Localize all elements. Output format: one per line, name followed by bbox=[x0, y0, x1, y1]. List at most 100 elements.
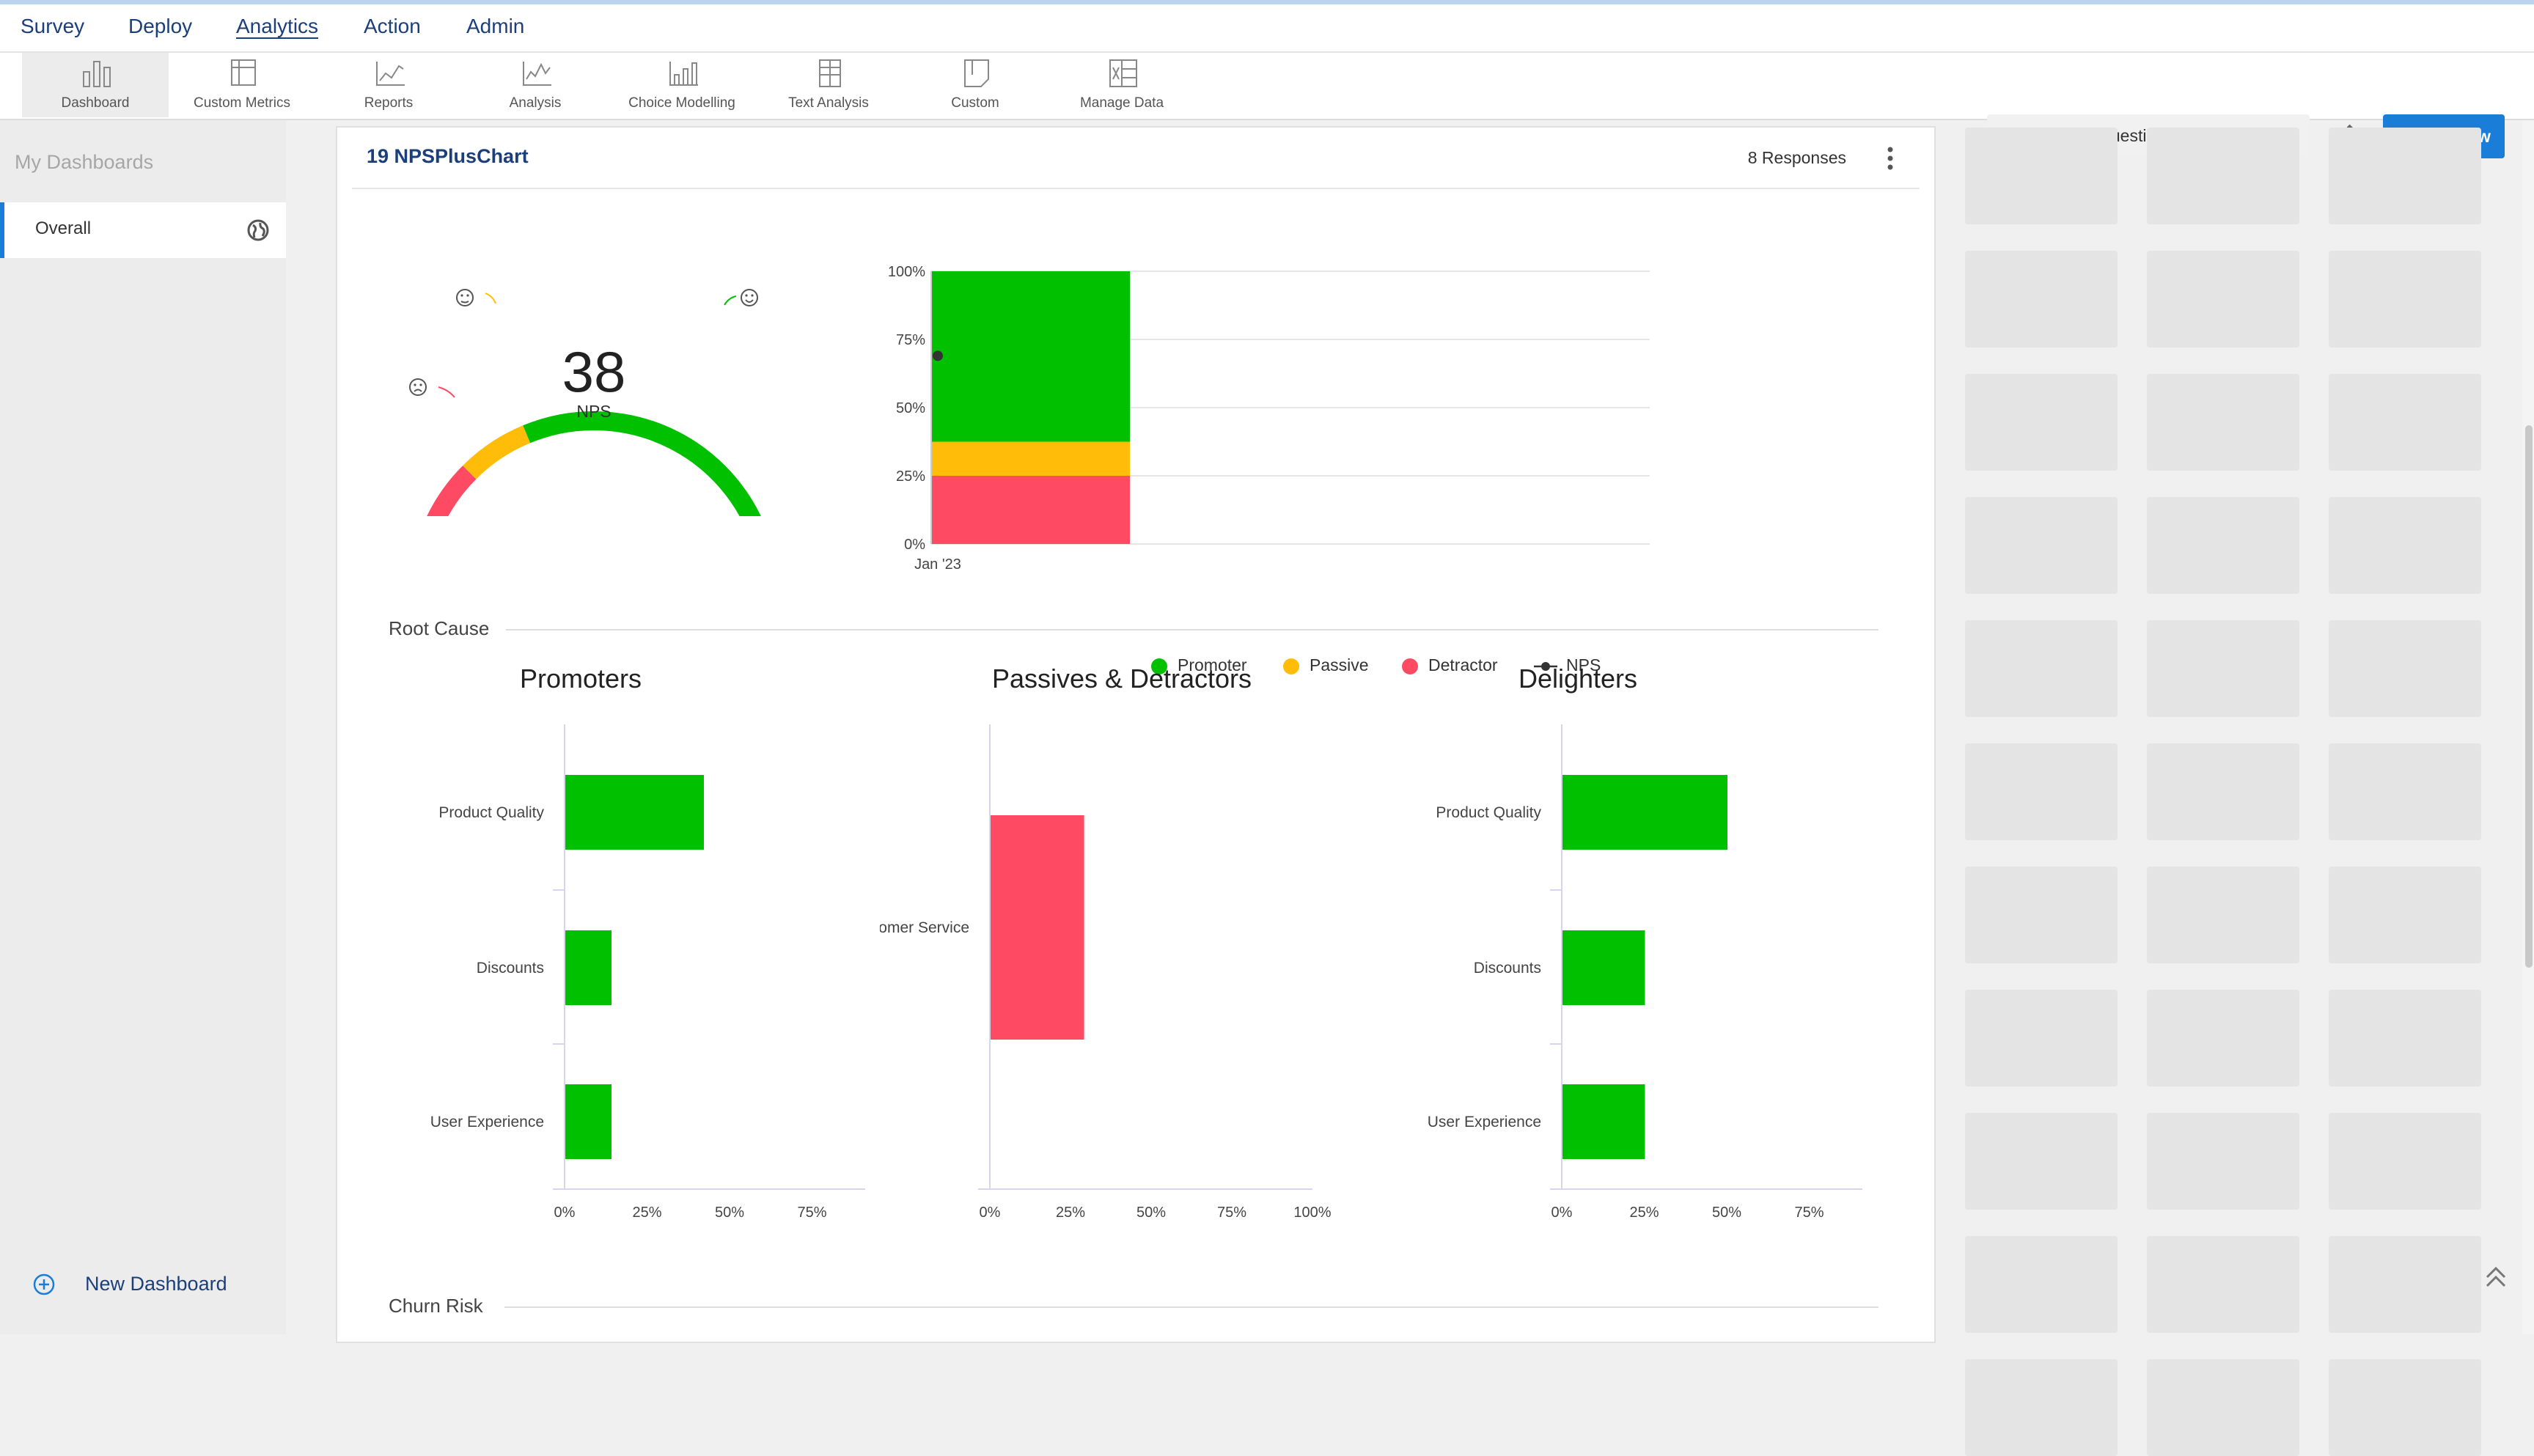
widget-placeholder-grid bbox=[1950, 120, 2534, 1456]
bar-product-quality[interactable] bbox=[565, 775, 704, 850]
delighters-chart: Delighters Product Quality Discounts User E… bbox=[1428, 667, 1862, 1221]
widget-placeholder-tile bbox=[2329, 990, 2481, 1087]
category-label: User Experience bbox=[430, 1114, 544, 1130]
widget-placeholder-tile bbox=[1965, 990, 2118, 1087]
category-label: Customer Service bbox=[880, 919, 969, 936]
widget-placeholder-tile bbox=[1965, 128, 2118, 224]
new-dashboard-label: New Dashboard bbox=[85, 1273, 227, 1295]
x-tick-label: 50% bbox=[1136, 1205, 1166, 1221]
widget-placeholder-tile bbox=[1965, 251, 2118, 348]
x-tick-label: 75% bbox=[1217, 1205, 1246, 1221]
widget-placeholder-tile bbox=[2147, 1113, 2299, 1210]
bar-promoter[interactable] bbox=[932, 271, 1130, 442]
x-tick-label: 0% bbox=[980, 1205, 1001, 1221]
tool-text-analysis[interactable]: Text Analysis bbox=[755, 53, 902, 117]
widget-placeholder-tile bbox=[2147, 743, 2299, 840]
bar-product-quality[interactable] bbox=[1562, 775, 1727, 850]
grid-icon bbox=[819, 59, 841, 87]
widget-placeholder-tile bbox=[2329, 1236, 2481, 1333]
root-cause-divider bbox=[506, 629, 1879, 630]
scrollbar-thumb[interactable] bbox=[2525, 425, 2533, 968]
bar-user-experience[interactable] bbox=[565, 1084, 612, 1159]
bar-discounts[interactable] bbox=[565, 930, 612, 1005]
x-tick-label: 50% bbox=[1712, 1205, 1741, 1221]
root-cause-heading: Root Cause bbox=[389, 617, 490, 639]
widget-placeholder-tile bbox=[2147, 251, 2299, 348]
legend-label: Promoter bbox=[1178, 655, 1247, 674]
x-tick-label: Jan '23 bbox=[914, 556, 961, 573]
tool-label: Choice Modelling bbox=[628, 95, 735, 111]
tool-reports[interactable]: Reports bbox=[315, 53, 462, 117]
nav-admin[interactable]: Admin bbox=[466, 15, 525, 37]
bar-user-experience[interactable] bbox=[1562, 1084, 1645, 1159]
top-navigation: Survey Deploy Analytics Action Admin bbox=[0, 4, 2534, 53]
x-tick-label: 0% bbox=[1551, 1205, 1573, 1221]
nav-survey[interactable]: Survey bbox=[21, 15, 85, 37]
tool-custom-metrics[interactable]: Custom Metrics bbox=[169, 53, 315, 117]
more-options-icon[interactable] bbox=[1883, 145, 1898, 172]
bar-discounts[interactable] bbox=[1562, 930, 1645, 1005]
chart-title: Promoters bbox=[520, 667, 642, 694]
sad-face-icon bbox=[409, 378, 455, 398]
y-tick-label: 0% bbox=[904, 537, 925, 553]
widget-placeholder-tile bbox=[2329, 497, 2481, 594]
tool-label: Manage Data bbox=[1079, 95, 1164, 111]
tool-analysis[interactable]: Analysis bbox=[462, 53, 609, 117]
x-tick-label: 75% bbox=[797, 1205, 826, 1221]
nps-point[interactable] bbox=[933, 350, 943, 361]
category-label: Discounts bbox=[1474, 960, 1541, 977]
tool-choice-modelling[interactable]: Choice Modelling bbox=[609, 53, 755, 117]
nps-score-label: NPS bbox=[576, 402, 611, 421]
widget-placeholder-tile bbox=[1965, 374, 2118, 471]
churn-risk-divider bbox=[504, 1306, 1879, 1308]
globe-icon[interactable] bbox=[246, 218, 270, 242]
line-chart-icon bbox=[376, 62, 405, 86]
widget-placeholder-tile bbox=[2329, 251, 2481, 348]
nav-deploy[interactable]: Deploy bbox=[128, 15, 193, 37]
nps-line-icon bbox=[1534, 662, 1557, 671]
tool-label: Dashboard bbox=[61, 95, 130, 111]
tool-dashboard[interactable]: Dashboard bbox=[22, 53, 169, 117]
scroll-to-top-icon[interactable] bbox=[2481, 1262, 2511, 1292]
tool-manage-data[interactable]: Manage Data bbox=[1049, 53, 1195, 117]
sidebar: My Dashboards Overall New Dashboard bbox=[0, 120, 286, 1334]
detractor-dot-icon bbox=[1402, 658, 1418, 674]
bar-detractor[interactable] bbox=[932, 476, 1130, 544]
nps-score: 38 bbox=[562, 339, 626, 404]
bar-chart-icon bbox=[83, 61, 111, 87]
widget-placeholder-tile bbox=[2147, 620, 2299, 717]
sidebar-item-overall[interactable]: Overall bbox=[0, 202, 286, 258]
widget-placeholder-tile bbox=[2147, 1359, 2299, 1456]
x-tick-label: 75% bbox=[1794, 1205, 1824, 1221]
widget-title: 19 NPSPlusChart bbox=[367, 145, 529, 167]
passives-detractors-chart: Passives & Detractors Customer Service 0% 2… bbox=[880, 667, 1332, 1221]
bar-passive[interactable] bbox=[932, 441, 1130, 477]
tool-custom[interactable]: Custom bbox=[902, 53, 1049, 117]
sidebar-heading: My Dashboards bbox=[15, 151, 154, 173]
category-label: User Experience bbox=[1428, 1114, 1541, 1130]
widget-placeholder-tile bbox=[2147, 374, 2299, 471]
choice-chart-icon bbox=[669, 62, 698, 86]
category-label: Discounts bbox=[477, 960, 544, 977]
widget-placeholder-tile bbox=[2147, 1236, 2299, 1333]
widget-placeholder-tile bbox=[1965, 1359, 2118, 1456]
widget-placeholder-tile bbox=[1965, 497, 2118, 594]
category-label: Product Quality bbox=[438, 804, 544, 821]
legend-label: Passive bbox=[1310, 655, 1369, 674]
widget-placeholder-tile bbox=[2329, 867, 2481, 963]
nav-action[interactable]: Action bbox=[364, 15, 421, 37]
promoters-chart: Promoters Product Quality Discounts User Ex… bbox=[430, 667, 865, 1221]
nav-analytics[interactable]: Analytics bbox=[236, 15, 319, 37]
widget-placeholder-tile bbox=[2147, 128, 2299, 224]
nps-gauge: 38 NPS bbox=[409, 289, 761, 516]
promoter-dot-icon bbox=[1151, 658, 1167, 674]
bar-customer-service[interactable] bbox=[991, 815, 1084, 1040]
analytics-toolbar: Dashboard Custom Metrics Reports Analysi… bbox=[0, 53, 2534, 158]
widget-placeholder-tile bbox=[2329, 374, 2481, 471]
top-accent-line bbox=[0, 0, 2534, 4]
metrics-icon bbox=[231, 59, 256, 86]
response-count: 8 Responses bbox=[1747, 148, 1846, 167]
x-tick-label: 100% bbox=[1293, 1205, 1331, 1221]
legend-label: NPS bbox=[1566, 655, 1601, 674]
chart-title: Delighters bbox=[1518, 667, 1637, 694]
